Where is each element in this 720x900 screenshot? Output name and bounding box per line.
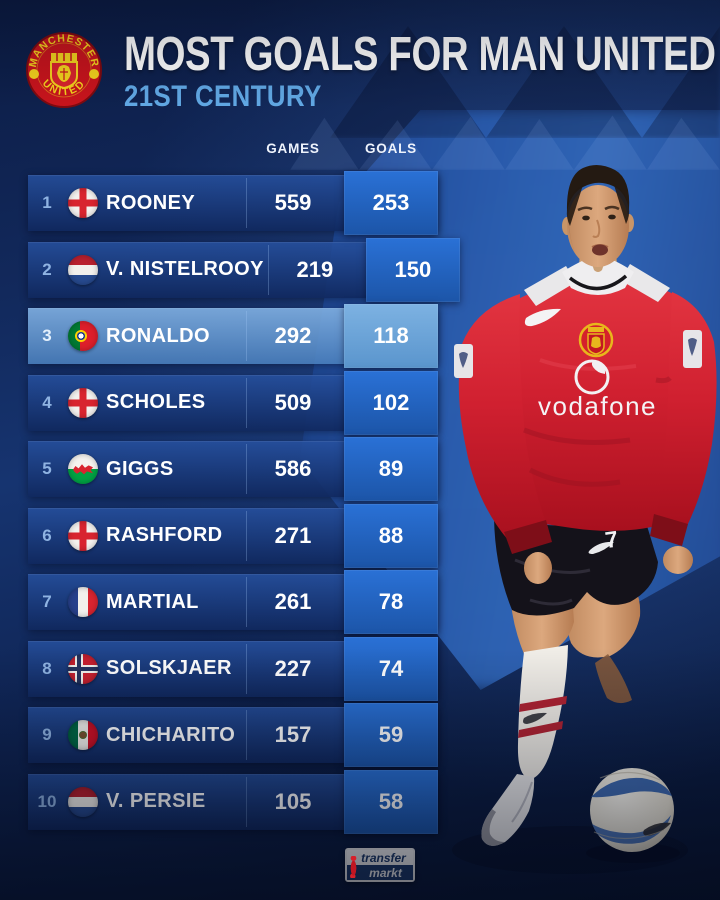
transfermarkt-mascot-icon [349,856,358,878]
